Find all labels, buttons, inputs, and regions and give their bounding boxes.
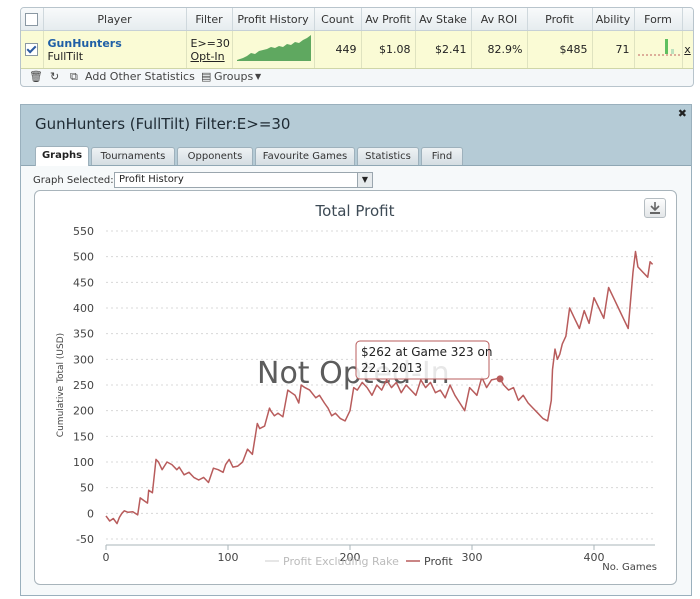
y-tick-label: 550 xyxy=(73,225,94,238)
refresh-icon[interactable]: ↻ xyxy=(50,70,60,83)
x-axis-label: No. Games xyxy=(602,562,657,573)
select-all-cell[interactable] xyxy=(21,8,44,31)
add-statistics-icon[interactable]: ⧉ xyxy=(70,70,78,83)
y-tick-label: 350 xyxy=(73,328,94,341)
tab-favourite-games[interactable]: Favourite Games xyxy=(255,147,355,165)
y-tick-label: 150 xyxy=(73,430,94,443)
download-icon xyxy=(650,202,660,214)
player-site: FullTilt xyxy=(47,49,84,63)
col-count[interactable]: Count xyxy=(314,8,362,31)
y-tick-label: 300 xyxy=(73,353,94,366)
y-tick-label: 500 xyxy=(73,251,94,264)
table-row[interactable]: GunHunters FullTilt E>=30 Opt-In 449 $1.… xyxy=(21,30,693,69)
y-tick-label: 450 xyxy=(73,276,94,289)
stats-table: Player Filter Profit History Count Av Pr… xyxy=(21,8,693,69)
col-av-roi[interactable]: Av ROI xyxy=(471,8,528,31)
col-remove xyxy=(682,8,693,31)
player-name-link[interactable]: GunHunters xyxy=(47,36,122,50)
legend-label: Profit xyxy=(424,555,453,568)
x-tick-label: 0 xyxy=(103,551,110,564)
y-tick-label: 250 xyxy=(73,379,94,392)
graph-selected-label: Graph Selected: xyxy=(33,175,114,186)
filter-cell: E>=30 Opt-In xyxy=(186,30,233,69)
row-checkbox[interactable] xyxy=(25,43,39,57)
col-av-profit[interactable]: Av Profit xyxy=(361,8,416,31)
profit-history-sparkline-cell xyxy=(232,30,315,69)
count-value: 449 xyxy=(314,30,362,69)
tab-tournaments[interactable]: Tournaments xyxy=(91,147,175,165)
highlight-point xyxy=(496,375,504,383)
graph-select-value: Profit History xyxy=(119,174,184,185)
col-profit-history[interactable]: Profit History xyxy=(232,8,315,31)
tab-graphs[interactable]: Graphs xyxy=(35,146,89,166)
select-all-checkbox[interactable] xyxy=(25,12,39,26)
tooltip-line-2: 22.1.2013 xyxy=(361,361,422,375)
x-tick-label: 400 xyxy=(584,551,605,564)
window-title: GunHunters (FullTilt) Filter:E>=30 xyxy=(35,115,291,133)
chevron-down-icon[interactable]: ▼ xyxy=(255,72,262,81)
y-tick-label: 200 xyxy=(73,405,94,418)
trash-icon[interactable]: 🗑 xyxy=(29,70,43,83)
add-other-statistics-button[interactable]: Add Other Statistics xyxy=(85,70,195,83)
profit-value: $485 xyxy=(527,30,593,69)
groups-dropdown[interactable]: Groups xyxy=(214,70,254,83)
col-player[interactable]: Player xyxy=(43,8,187,31)
x-tick-label: 200 xyxy=(340,551,361,564)
y-tick-label: -50 xyxy=(76,533,94,546)
remove-cell: x xyxy=(682,30,693,69)
stats-footer-toolbar: 🗑 ↻ ⧉ Add Other Statistics ▤ Groups ▼ xyxy=(21,68,693,86)
col-filter[interactable]: Filter xyxy=(186,8,233,31)
x-tick-label: 300 xyxy=(462,551,483,564)
close-icon[interactable]: ✖ xyxy=(677,107,687,120)
tooltip-box xyxy=(355,340,490,380)
tooltip-line-1: $262 at Game 323 on xyxy=(361,345,492,359)
player-cell: GunHunters FullTilt xyxy=(43,30,187,69)
row-select-cell[interactable] xyxy=(21,30,44,69)
tab-bar: Graphs Tournaments Opponents Favourite G… xyxy=(21,143,691,166)
av-profit-value: $1.08 xyxy=(361,30,416,69)
chart-title: Total Profit xyxy=(315,202,395,220)
av-stake-value: $2.41 xyxy=(415,30,472,69)
y-tick-label: 100 xyxy=(73,456,94,469)
col-ability[interactable]: Ability xyxy=(592,8,635,31)
window-title-bar[interactable]: GunHunters (FullTilt) Filter:E>=30 xyxy=(21,105,691,143)
stats-header-row: Player Filter Profit History Count Av Pr… xyxy=(21,8,693,31)
col-form[interactable]: Form xyxy=(634,8,683,31)
remove-row-button[interactable]: x xyxy=(684,43,691,56)
legend-label: Profit Excluding Rake xyxy=(283,555,399,568)
col-profit[interactable]: Profit xyxy=(527,8,593,31)
y-axis-label: Cumulative Total (USD) xyxy=(56,333,66,437)
form-cell xyxy=(634,30,683,69)
profit-history-sparkline[interactable] xyxy=(233,31,315,65)
tab-statistics[interactable]: Statistics xyxy=(357,147,419,165)
form-chart xyxy=(637,39,680,56)
graph-window: GunHunters (FullTilt) Filter:E>=30 ✖ Gra… xyxy=(20,104,692,596)
col-av-stake[interactable]: Av Stake xyxy=(415,8,472,31)
download-button[interactable] xyxy=(644,198,666,218)
x-tick-label: 100 xyxy=(218,551,239,564)
y-tick-label: 50 xyxy=(80,482,94,495)
graph-select[interactable]: Profit History ▼ xyxy=(114,172,373,188)
stats-panel: Player Filter Profit History Count Av Pr… xyxy=(20,7,694,87)
y-tick-label: 0 xyxy=(87,507,94,520)
chart-container: Total Profit -50 0 50 100 150 200 250 300 350 400 4… xyxy=(34,190,677,585)
tab-opponents[interactable]: Opponents xyxy=(177,147,253,165)
series-line-profit xyxy=(105,250,654,525)
profit-chart[interactable]: Total Profit -50 0 50 100 150 200 250 300 350 400 4… xyxy=(35,191,676,584)
ability-value: 71 xyxy=(592,30,635,69)
groups-icon[interactable]: ▤ xyxy=(201,70,212,83)
y-tick-label: 400 xyxy=(73,302,94,315)
opt-in-link[interactable]: Opt-In xyxy=(190,49,225,63)
chevron-down-icon[interactable]: ▼ xyxy=(357,173,372,187)
filter-value: E>=30 xyxy=(190,36,230,50)
tab-find[interactable]: Find xyxy=(421,147,463,165)
av-roi-value: 82.9% xyxy=(471,30,528,69)
